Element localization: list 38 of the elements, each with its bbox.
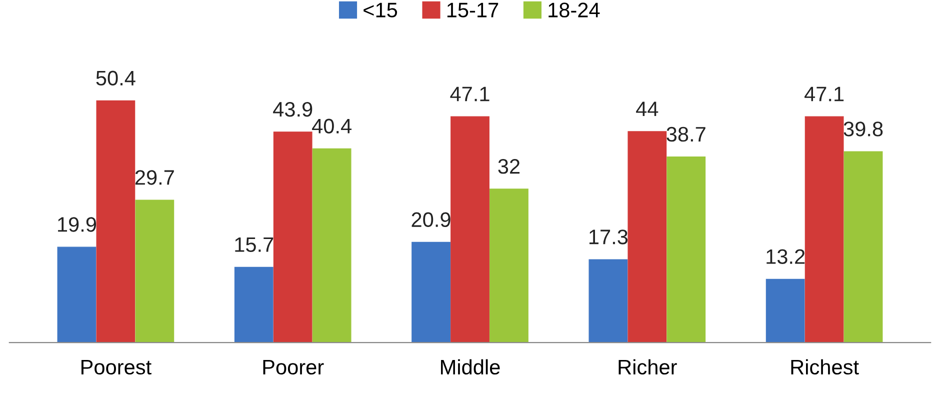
bar [766, 278, 805, 343]
bar [804, 116, 844, 343]
bar [312, 148, 352, 343]
x-tick-label: Richer [618, 359, 677, 375]
bar [135, 200, 174, 343]
bar [57, 246, 96, 343]
data-label: 19.9 [58, 217, 96, 232]
data-label: 20.9 [412, 212, 450, 228]
x-tick-label: Poorest [82, 360, 152, 375]
bar [490, 188, 528, 343]
data-label: 50.4 [96, 70, 136, 86]
bar [666, 156, 706, 343]
data-label: 44 [636, 102, 658, 116]
data-label: 15.7 [235, 237, 274, 252]
data-label: 29.7 [135, 170, 174, 185]
data-label: 13.2 [766, 249, 805, 264]
bar [273, 132, 312, 343]
data-label: 39.8 [844, 122, 883, 136]
data-label: 32 [498, 159, 520, 174]
x-tick-label: Poorer [263, 360, 324, 375]
legend-label: 18-24 [548, 2, 600, 18]
bar [450, 116, 490, 343]
bar [412, 242, 450, 343]
legend-label: 15-17 [447, 2, 498, 18]
bar [588, 259, 628, 343]
data-label: 40.4 [312, 118, 352, 134]
x-tick-label: Middle [441, 359, 500, 375]
bar [628, 131, 667, 343]
bar [844, 151, 883, 343]
data-label: 17.3 [589, 230, 628, 244]
bar [96, 100, 136, 343]
data-label: 43.9 [273, 102, 312, 117]
data-label: 47.1 [804, 86, 844, 102]
data-label: 47.1 [450, 86, 490, 102]
legend-label: <15 [364, 2, 398, 18]
x-tick-label: Richest [791, 359, 859, 375]
data-label: 38.7 [666, 126, 706, 142]
bar [234, 266, 274, 343]
